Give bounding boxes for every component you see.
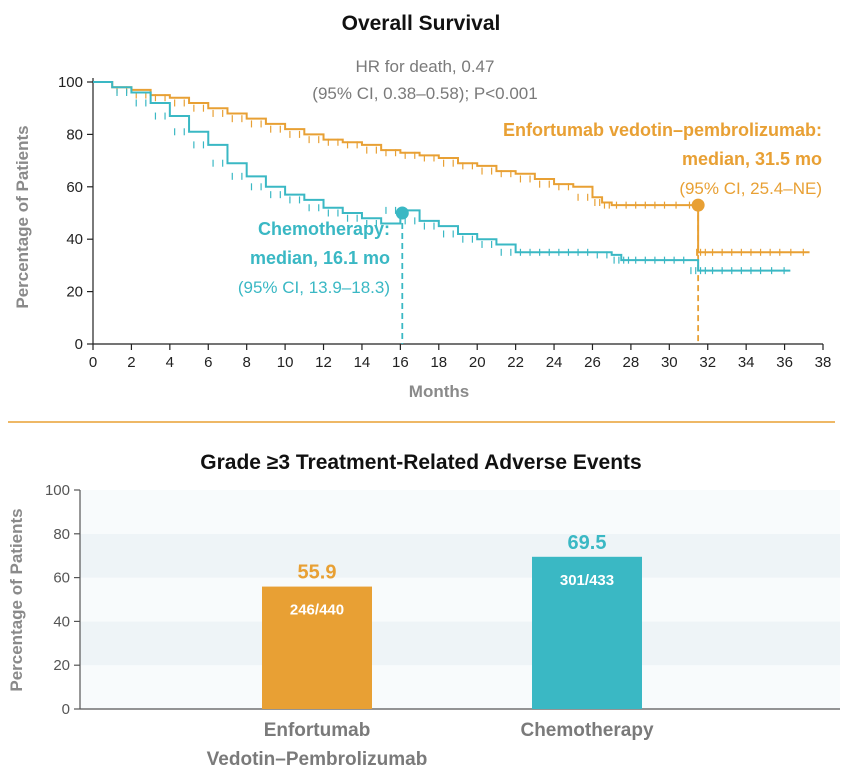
os-x-axis: 0 2 4 6 8 10 12 14 16 18 20 22 24 26 28 30 32 34 36 38 Mont…	[89, 343, 832, 401]
ev-label-line-1: Enfortumab vedotin–pembrolizumab:	[503, 120, 822, 140]
os-y-tick-label: 0	[75, 336, 83, 353]
os-x-tick-label: 14	[354, 354, 371, 371]
os-x-tick-label: 6	[204, 354, 212, 371]
os-x-tick-label: 2	[127, 354, 135, 371]
ae-y-tick-label: 0	[62, 701, 70, 718]
chemo-label-line-2: median, 16.1 mo	[250, 248, 390, 268]
os-y-tick-label: 40	[66, 231, 83, 248]
ev-median-dot	[691, 198, 705, 212]
ae-grid-band	[80, 621, 840, 666]
os-x-tick-label: 30	[661, 354, 678, 371]
ae-title: Grade ≥3 Treatment-Related Adverse Event…	[200, 451, 641, 474]
os-x-tick-label: 18	[430, 354, 447, 371]
ev-label-line-3: (95% CI, 25.4–NE)	[679, 179, 822, 198]
ae-bar-count-label: 301/433	[560, 572, 614, 589]
os-x-tick-label: 34	[738, 354, 755, 371]
hr-line-1: HR for death, 0.47	[356, 57, 495, 76]
ae-bar-value-label: 55.9	[298, 562, 337, 584]
os-x-tick-label: 24	[546, 354, 563, 371]
os-xlabel: Months	[409, 382, 469, 401]
ev-label-line-2: median, 31.5 mo	[682, 149, 822, 169]
ae-category-label: Enfortumab	[264, 720, 371, 741]
ae-category-label: Chemotherapy	[520, 720, 653, 741]
os-x-tick-label: 28	[623, 354, 640, 371]
ae-y-tick-label: 80	[53, 526, 70, 543]
chemo-label-line-1: Chemotherapy:	[258, 219, 390, 239]
os-x-tick-label: 8	[243, 354, 251, 371]
ev-survival-line	[93, 81, 810, 254]
chemo-label-line-3: (95% CI, 13.9–18.3)	[238, 278, 390, 297]
os-ylabel: Percentage of Patients	[13, 125, 32, 308]
os-title: Overall Survival	[342, 12, 501, 35]
hr-line-2: (95% CI, 0.38–0.58); P<0.001	[312, 84, 537, 103]
os-y-tick-label: 100	[58, 74, 83, 91]
os-x-tick-label: 26	[584, 354, 601, 371]
ae-category-label: Vedotin–Pembrolizumab	[207, 749, 428, 770]
ae-ylabel: Percentage of Patients	[7, 508, 26, 691]
os-x-tick-label: 16	[392, 354, 409, 371]
os-x-tick-label: 38	[815, 354, 832, 371]
ae-grid-band	[80, 577, 840, 622]
chemo-survival-line	[93, 81, 791, 272]
ae-bar	[262, 586, 372, 709]
os-x-tick-label: 36	[776, 354, 793, 371]
ae-bar-count-label: 246/440	[290, 602, 344, 619]
os-x-tick-label: 22	[507, 354, 524, 371]
ae-bar-value-label: 69.5	[568, 532, 607, 554]
os-y-axis: Percentage of Patients 0 20 40 60 80 100	[13, 74, 94, 353]
os-x-tick-label: 20	[469, 354, 486, 371]
ae-bar	[532, 556, 642, 709]
os-y-tick-label: 20	[66, 284, 83, 301]
ae-y-tick-label: 100	[45, 482, 70, 499]
os-x-tick-label: 4	[166, 354, 174, 371]
ae-grid-band	[80, 533, 840, 578]
os-x-tick-label: 32	[699, 354, 716, 371]
ae-grid-band	[80, 665, 840, 709]
ae-y-tick-label: 40	[53, 613, 70, 630]
chemo-median-dot	[395, 206, 409, 220]
os-x-tick-label: 0	[89, 354, 97, 371]
os-y-tick-label: 80	[66, 126, 83, 143]
os-x-tick-label: 12	[315, 354, 332, 371]
ae-y-tick-label: 20	[53, 657, 70, 674]
ae-grid-band	[80, 490, 840, 534]
os-y-tick-label: 60	[66, 179, 83, 196]
ae-y-tick-label: 60	[53, 570, 70, 587]
os-x-tick-label: 10	[277, 354, 294, 371]
